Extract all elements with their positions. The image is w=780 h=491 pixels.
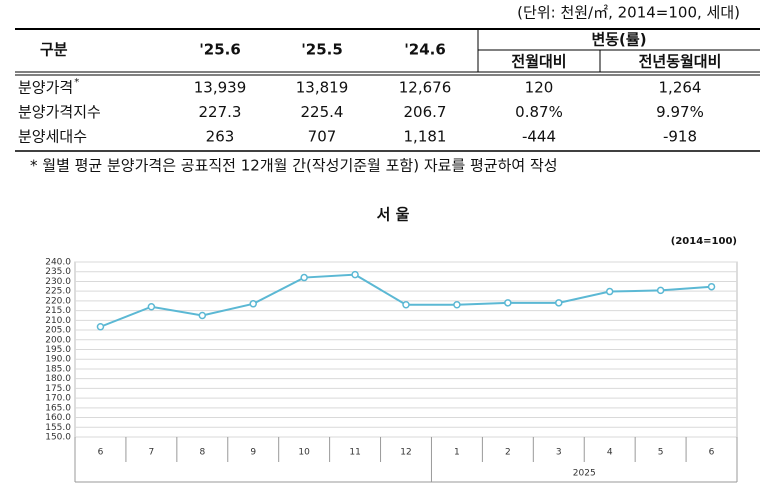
table-cell: -444 bbox=[522, 128, 556, 146]
x-tick-label: 6 bbox=[98, 448, 104, 458]
header-change-sub: 전월대비 bbox=[511, 53, 566, 71]
y-tick-label: 225.0 bbox=[45, 287, 71, 297]
row-marker: * bbox=[74, 77, 79, 88]
x-tick-label: 6 bbox=[709, 448, 715, 458]
x-tick-label: 7 bbox=[149, 448, 155, 458]
point bbox=[707, 282, 716, 291]
x-group-label: 2025 bbox=[573, 469, 596, 479]
footnote: * 월별 평균 분양가격은 공표직전 12개월 간(작성기준월 포함) 자료를 … bbox=[30, 157, 558, 175]
x-tick-label: 9 bbox=[250, 448, 256, 458]
point bbox=[504, 299, 512, 307]
table-cell: 13,819 bbox=[296, 79, 349, 97]
point bbox=[249, 300, 257, 308]
y-tick-label: 190.0 bbox=[45, 355, 71, 365]
point bbox=[555, 299, 563, 307]
point bbox=[300, 273, 308, 282]
y-tick-label: 195.0 bbox=[45, 345, 71, 355]
table-cell: 263 bbox=[206, 128, 235, 146]
table-cell: 227.3 bbox=[199, 103, 242, 121]
header-period: '25.6 bbox=[199, 41, 241, 59]
header-period: '25.5 bbox=[301, 41, 343, 59]
table-cell: 13,939 bbox=[194, 79, 247, 97]
table-cell: 120 bbox=[525, 79, 554, 97]
table-cell: 1,181 bbox=[404, 128, 447, 146]
header-period: '24.6 bbox=[404, 41, 446, 59]
x-tick-label: 12 bbox=[400, 448, 411, 458]
y-tick-label: 155.0 bbox=[45, 423, 71, 433]
y-tick-label: 235.0 bbox=[45, 267, 71, 277]
y-tick-label: 205.0 bbox=[45, 326, 71, 336]
header-change-sub: 전년동월대비 bbox=[639, 53, 722, 71]
unit-note: (단위: 천원/㎡, 2014=100, 세대) bbox=[517, 4, 740, 22]
x-tick-label: 8 bbox=[199, 448, 205, 458]
point bbox=[453, 301, 461, 309]
x-tick-label: 11 bbox=[349, 448, 360, 458]
point bbox=[198, 311, 207, 320]
point bbox=[605, 287, 614, 296]
point bbox=[351, 270, 359, 279]
y-tick-label: 170.0 bbox=[45, 394, 71, 404]
point bbox=[96, 323, 105, 331]
header-label: 구분 bbox=[40, 41, 68, 59]
y-tick-label: 200.0 bbox=[45, 335, 71, 345]
x-tick-label: 2 bbox=[505, 448, 511, 458]
point bbox=[402, 301, 410, 309]
row-label: 분양세대수 bbox=[18, 128, 87, 146]
table-cell: -918 bbox=[663, 128, 697, 146]
x-tick-label: 5 bbox=[658, 448, 664, 458]
y-tick-label: 220.0 bbox=[45, 296, 71, 306]
y-tick-label: 240.0 bbox=[45, 258, 71, 268]
row-label: 분양가격지수 bbox=[18, 103, 101, 121]
x-tick-label: 4 bbox=[607, 448, 613, 458]
y-tick-label: 180.0 bbox=[45, 374, 71, 384]
table-cell: 0.87% bbox=[515, 103, 563, 121]
table-cell: 225.4 bbox=[301, 103, 344, 121]
y-tick-label: 215.0 bbox=[45, 306, 71, 316]
y-tick-label: 165.0 bbox=[45, 403, 71, 413]
x-tick-label: 3 bbox=[556, 448, 562, 458]
table-cell: 1,264 bbox=[659, 79, 702, 97]
table-cell: 9.97% bbox=[656, 103, 704, 121]
y-tick-label: 175.0 bbox=[45, 384, 71, 394]
table-cell: 707 bbox=[308, 128, 337, 146]
y-tick-label: 210.0 bbox=[45, 316, 71, 326]
row-label: 분양가격 bbox=[18, 79, 73, 97]
y-tick-label: 185.0 bbox=[45, 364, 71, 374]
point bbox=[656, 286, 665, 295]
chart-subtitle: (2014=100) bbox=[671, 236, 737, 247]
y-tick-label: 150.0 bbox=[45, 433, 71, 443]
y-tick-label: 160.0 bbox=[45, 413, 71, 423]
chart-title: 서 울 bbox=[377, 206, 410, 224]
y-tick-label: 230.0 bbox=[45, 277, 71, 287]
header-change: 변동(률) bbox=[591, 31, 646, 49]
table-cell: 206.7 bbox=[404, 103, 447, 121]
table-cell: 12,676 bbox=[399, 79, 452, 97]
x-tick-label: 10 bbox=[298, 448, 310, 458]
x-tick-label: 1 bbox=[454, 448, 460, 458]
point bbox=[147, 302, 156, 311]
